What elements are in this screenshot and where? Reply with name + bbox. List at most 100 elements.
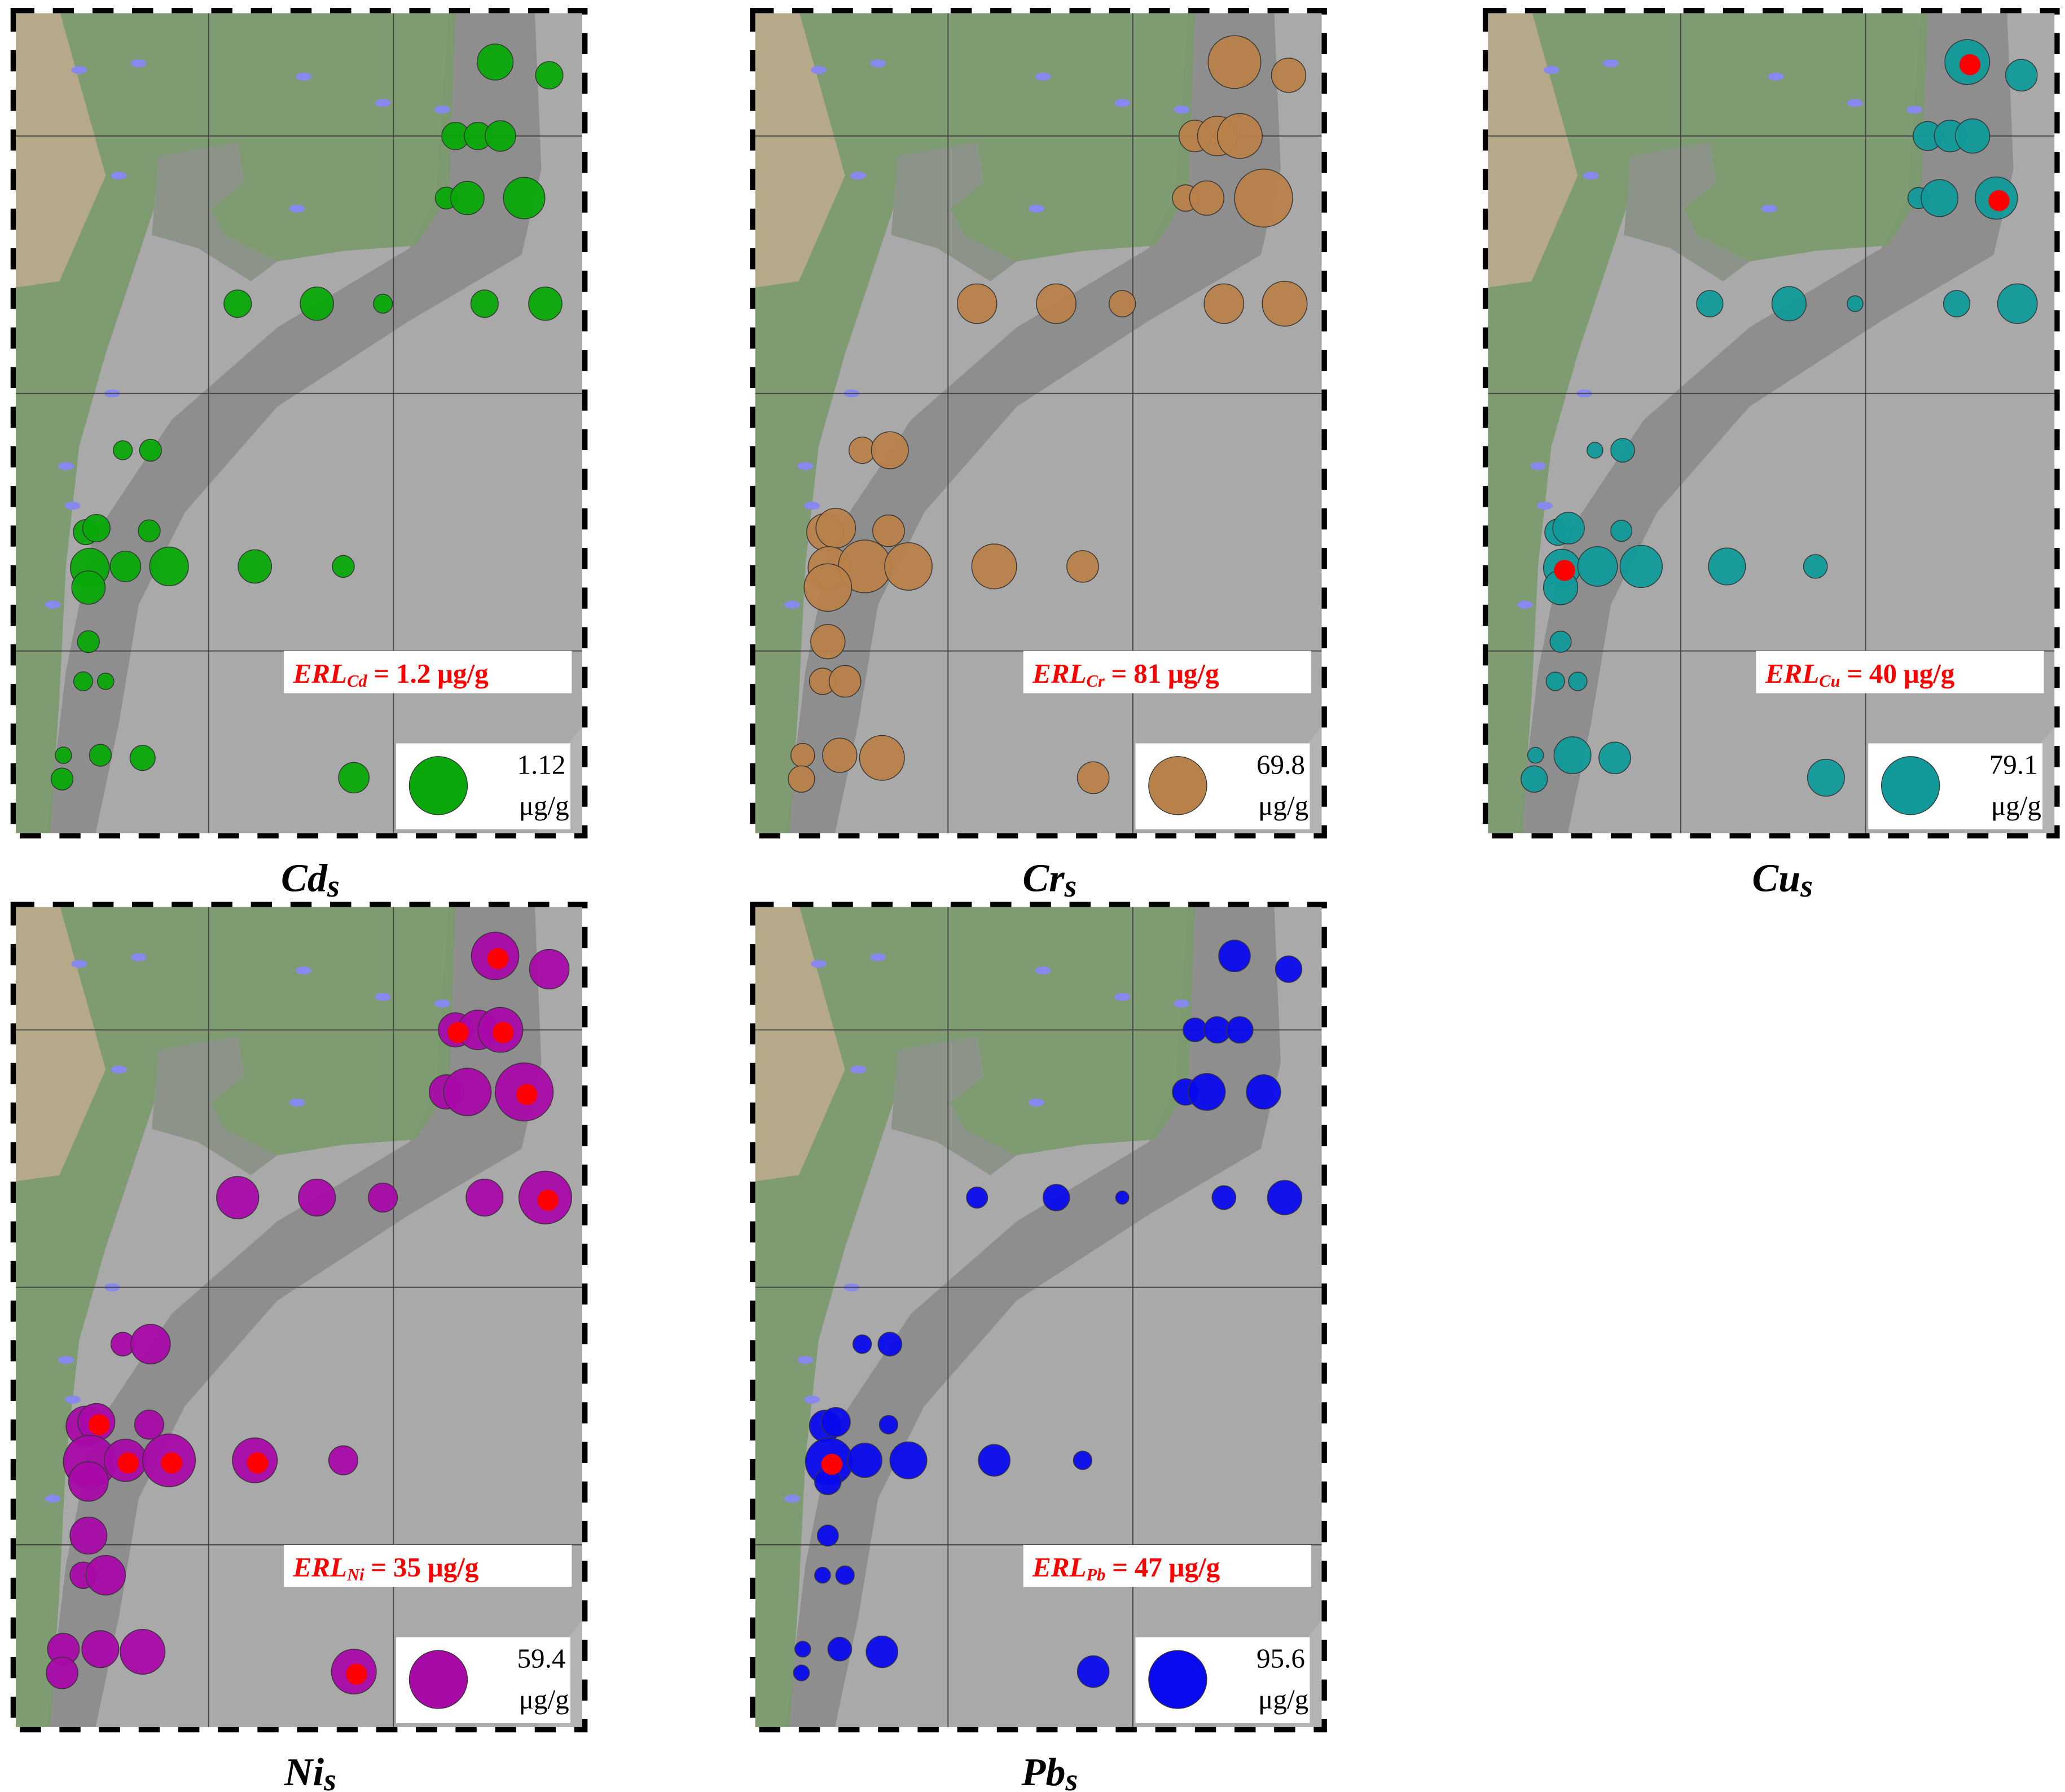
station-bubble: [1077, 761, 1110, 794]
station-bubble: [877, 1332, 903, 1356]
station-bubble: [485, 120, 516, 152]
frame-dashes: [1482, 8, 2060, 838]
station-bubble: [338, 762, 370, 794]
legend-bubble: [408, 1650, 468, 1709]
station-bubble: [1803, 554, 1828, 579]
station-bubble: [1771, 286, 1807, 322]
frame-dashes: [10, 902, 588, 1733]
station-bubble: [835, 1565, 855, 1585]
erl-box: [284, 1544, 572, 1587]
panel-title: Nis: [284, 1750, 336, 1792]
map: [752, 10, 1325, 836]
erl-box: [1023, 1544, 1311, 1587]
station-bubble: [1246, 1074, 1281, 1110]
erl-element: Pb: [1086, 1565, 1106, 1584]
legend-unit: μg/g: [519, 790, 569, 821]
station-bubble: [1587, 442, 1603, 459]
lake: [1174, 999, 1190, 1008]
bay: [152, 142, 278, 282]
erl-exceedance: [1988, 190, 2010, 212]
erl-exceedance: [516, 1084, 538, 1105]
bay: [1624, 142, 1750, 282]
lake: [296, 72, 312, 81]
lake: [1543, 66, 1559, 74]
erl-unit: μg/g: [437, 658, 489, 689]
legend-unit: μg/g: [1258, 1684, 1308, 1715]
erl-exceedance: [346, 1663, 367, 1685]
lake: [850, 1065, 867, 1074]
station-bubble: [1577, 546, 1618, 587]
station-bubble: [503, 177, 546, 219]
station-bubble: [1708, 547, 1746, 586]
station-bubble: [872, 514, 905, 547]
lake: [45, 1495, 61, 1503]
legend-unit: μg/g: [1258, 790, 1308, 821]
station-bubble: [853, 1334, 872, 1354]
station-bubble: [77, 630, 100, 653]
map: [752, 904, 1325, 1730]
station-bubble: [788, 765, 815, 793]
station-bubble: [535, 61, 564, 90]
station-bubble: [1610, 520, 1633, 542]
land: [752, 10, 1195, 836]
lake: [289, 204, 305, 213]
erl-label: ERLCd = 1.2 μg/g: [293, 658, 489, 691]
station-bubble: [1211, 1185, 1237, 1210]
station-bubble: [1275, 955, 1303, 983]
lake: [784, 600, 801, 609]
erl-prefix: ERL: [1032, 1552, 1087, 1583]
station-bubble: [130, 1324, 171, 1365]
station-bubble: [790, 743, 815, 768]
station-bubble: [443, 1068, 492, 1117]
land: [752, 904, 1195, 1730]
station-bubble: [1183, 1017, 1207, 1043]
station-bubble: [815, 508, 856, 548]
lake: [296, 966, 312, 975]
station-bubble: [109, 551, 142, 582]
erl-value: 35: [393, 1552, 421, 1583]
panel-title: Pbs: [1021, 1750, 1078, 1792]
station-bubble: [1521, 765, 1548, 793]
station-bubble: [1807, 758, 1845, 797]
map: [13, 10, 585, 836]
legend-value: 59.4: [517, 1643, 565, 1674]
station-bubble: [1955, 118, 1991, 154]
erl-value: 47: [1135, 1552, 1162, 1583]
station-bubble: [55, 746, 72, 764]
erl-element: Cr: [1087, 671, 1105, 691]
erl-sign: =: [1847, 658, 1862, 689]
panel-title-subscript: s: [1064, 869, 1077, 904]
lake: [1583, 172, 1599, 180]
lake: [804, 502, 820, 510]
lake: [1906, 106, 1923, 114]
station-bubble: [216, 1176, 260, 1219]
lake: [797, 462, 814, 471]
lake: [850, 172, 867, 180]
panel-title-subscript: s: [327, 869, 340, 904]
land: [1485, 10, 1928, 836]
frame-dashes: [10, 8, 588, 838]
lake: [1530, 462, 1546, 471]
station-bubble: [1549, 630, 1572, 653]
station-bubble: [1042, 1184, 1070, 1211]
lake: [434, 106, 451, 114]
lake: [804, 1395, 820, 1404]
legend-value: 1.12: [517, 749, 565, 780]
station-bubble: [1552, 512, 1585, 544]
panel-title-element: Cr: [1022, 857, 1065, 901]
land: [13, 904, 456, 1730]
station-bubble: [373, 293, 393, 314]
station-bubble: [1262, 280, 1308, 327]
station-bubble: [827, 1637, 853, 1662]
station-bubble: [529, 948, 570, 990]
station-bubble: [1267, 1180, 1303, 1215]
station-bubble: [1553, 736, 1592, 774]
station-bubble: [978, 1444, 1010, 1477]
station-bubble: [138, 519, 161, 542]
legend-bubble: [408, 756, 468, 815]
lake: [1028, 1098, 1045, 1107]
lake: [784, 1495, 801, 1503]
